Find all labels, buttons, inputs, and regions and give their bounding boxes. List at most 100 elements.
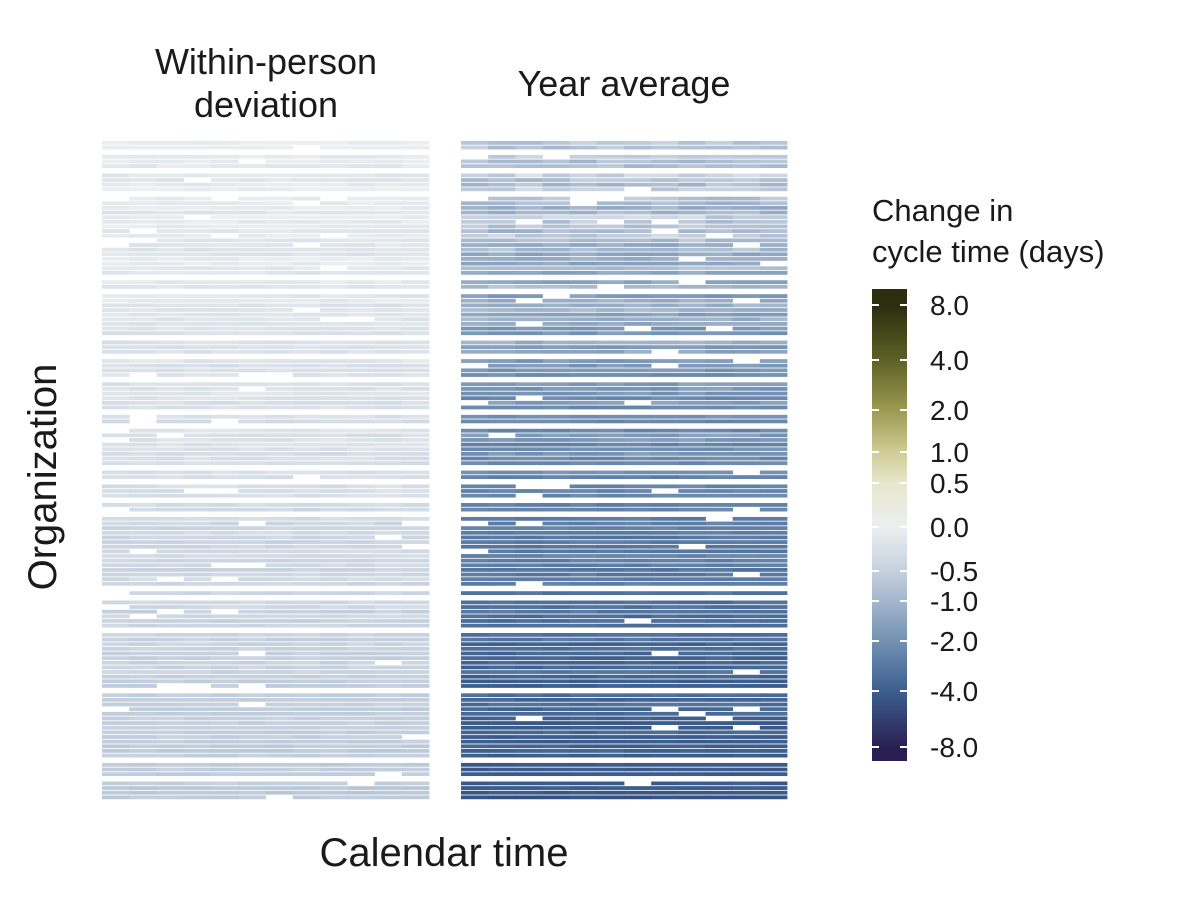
heatmap-cell bbox=[401, 646, 430, 651]
heatmap-cell bbox=[347, 373, 375, 377]
heatmap-cell bbox=[129, 433, 157, 438]
heatmap-cell bbox=[211, 684, 239, 688]
heatmap-cell bbox=[461, 642, 489, 647]
heatmap-cell bbox=[569, 554, 598, 558]
heatmap-cell bbox=[347, 368, 375, 373]
heatmap-cell bbox=[759, 280, 788, 285]
heatmap-cell bbox=[211, 173, 239, 178]
heatmap-cell bbox=[705, 280, 734, 285]
heatmap-cell bbox=[569, 735, 598, 739]
heatmap-cell bbox=[320, 145, 348, 150]
heatmap-cell bbox=[374, 215, 403, 220]
heatmap-cell bbox=[401, 725, 430, 730]
heatmap-cell bbox=[238, 215, 266, 220]
heatmap-cell bbox=[401, 614, 430, 619]
heatmap-cell bbox=[401, 308, 430, 312]
heatmap-cell bbox=[732, 400, 761, 405]
heatmap-cell bbox=[651, 205, 679, 210]
heatmap-cell bbox=[542, 716, 571, 721]
heatmap-cell bbox=[542, 674, 571, 679]
heatmap-cell bbox=[374, 516, 403, 521]
heatmap-cell bbox=[624, 340, 652, 345]
heatmap-cell bbox=[129, 428, 157, 433]
heatmap-cell bbox=[542, 656, 571, 660]
heatmap-cell bbox=[624, 684, 652, 688]
heatmap-cell bbox=[651, 749, 679, 753]
heatmap-cell bbox=[651, 438, 679, 442]
heatmap-cell bbox=[542, 400, 571, 405]
heatmap-cell bbox=[183, 196, 212, 201]
heatmap-cell bbox=[265, 386, 294, 391]
heatmap-cell bbox=[102, 693, 130, 698]
legend-tick-label: -2.0 bbox=[930, 626, 978, 657]
heatmap-cell bbox=[374, 554, 403, 558]
heatmap-cell bbox=[461, 558, 489, 563]
heatmap-cell bbox=[265, 294, 294, 298]
heatmap-cell bbox=[678, 521, 706, 526]
heatmap-cell bbox=[732, 489, 761, 493]
heatmap-cell bbox=[705, 730, 734, 735]
heatmap-cell bbox=[596, 447, 625, 452]
heatmap-cell bbox=[705, 428, 734, 433]
heatmap-cell bbox=[515, 419, 543, 424]
heatmap-cell bbox=[624, 428, 652, 433]
heatmap-cell bbox=[401, 252, 430, 257]
heatmap-cell bbox=[401, 605, 430, 609]
heatmap-cell bbox=[129, 475, 157, 479]
heatmap-cell bbox=[102, 368, 130, 373]
heatmap-cell bbox=[211, 400, 239, 405]
heatmap-cell bbox=[129, 257, 157, 261]
heatmap-cell bbox=[156, 428, 185, 433]
heatmap-cell bbox=[705, 433, 734, 438]
heatmap-cell bbox=[183, 781, 212, 786]
heatmap-cell bbox=[238, 414, 266, 419]
heatmap-cell bbox=[515, 568, 543, 572]
heatmap-cell bbox=[488, 340, 516, 345]
heatmap-cell bbox=[651, 581, 679, 586]
heatmap-cell bbox=[320, 716, 348, 721]
heatmap-cell bbox=[515, 753, 543, 758]
heatmap-cell bbox=[651, 544, 679, 549]
heatmap-cell bbox=[401, 461, 430, 466]
heatmap-cell bbox=[347, 591, 375, 596]
heatmap-cell bbox=[238, 526, 266, 531]
heatmap-cell bbox=[596, 656, 625, 660]
heatmap-cell bbox=[651, 312, 679, 317]
heatmap-cell bbox=[265, 187, 294, 192]
heatmap-cell bbox=[488, 739, 516, 744]
heatmap-cell bbox=[569, 326, 598, 331]
heatmap-cell bbox=[347, 707, 375, 712]
heatmap-cell bbox=[569, 382, 598, 387]
heatmap-cell bbox=[488, 382, 516, 387]
heatmap-cell bbox=[211, 503, 239, 507]
heatmap-cell bbox=[678, 294, 706, 298]
heatmap-cell bbox=[183, 674, 212, 679]
heatmap-cell bbox=[569, 428, 598, 433]
heatmap-cell bbox=[542, 326, 571, 331]
heatmap-cell bbox=[265, 660, 294, 665]
heatmap-cell bbox=[488, 229, 516, 233]
heatmap-cell bbox=[374, 391, 403, 396]
heatmap-cell bbox=[461, 619, 489, 623]
heatmap-cell bbox=[129, 266, 157, 271]
heatmap-cell bbox=[102, 470, 130, 475]
heatmap-cell bbox=[596, 201, 625, 206]
heatmap-cell bbox=[156, 164, 185, 169]
heatmap-cell bbox=[705, 182, 734, 187]
heatmap-cell bbox=[374, 298, 403, 303]
heatmap-cell bbox=[542, 489, 571, 493]
heatmap-cell bbox=[320, 386, 348, 391]
heatmap-cell bbox=[156, 298, 185, 303]
heatmap-cell bbox=[129, 674, 157, 679]
heatmap-cell bbox=[347, 312, 375, 317]
heatmap-cell bbox=[238, 247, 266, 252]
heatmap-cell bbox=[461, 772, 489, 777]
heatmap-cell bbox=[678, 284, 706, 289]
heatmap-cell bbox=[569, 345, 598, 350]
heatmap-cell bbox=[596, 503, 625, 507]
heatmap-cell bbox=[265, 266, 294, 271]
heatmap-cell bbox=[705, 312, 734, 317]
heatmap-cell bbox=[542, 781, 571, 786]
heatmap-cell bbox=[211, 651, 239, 656]
heatmap-cell bbox=[238, 438, 266, 442]
